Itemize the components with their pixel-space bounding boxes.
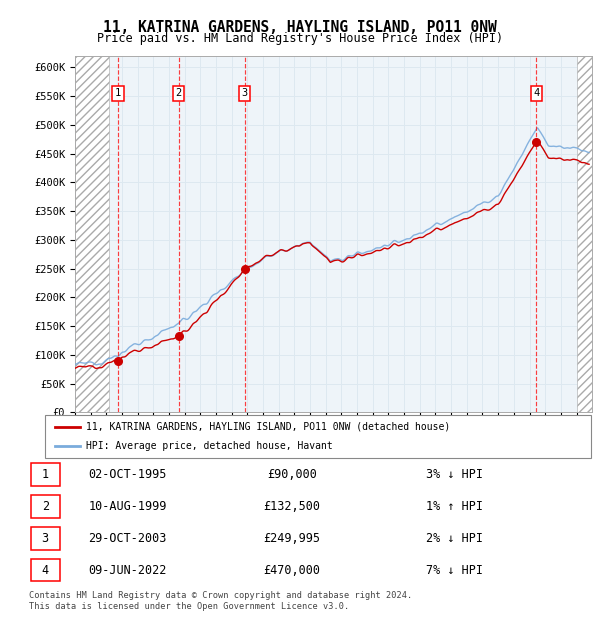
Text: HPI: Average price, detached house, Havant: HPI: Average price, detached house, Hava…: [86, 441, 332, 451]
Text: 3: 3: [242, 88, 248, 98]
Text: £90,000: £90,000: [267, 468, 317, 481]
Text: 4: 4: [533, 88, 539, 98]
Text: 02-OCT-1995: 02-OCT-1995: [88, 468, 167, 481]
FancyBboxPatch shape: [31, 527, 60, 550]
Text: Price paid vs. HM Land Registry's House Price Index (HPI): Price paid vs. HM Land Registry's House …: [97, 32, 503, 45]
Text: Contains HM Land Registry data © Crown copyright and database right 2024.
This d: Contains HM Land Registry data © Crown c…: [29, 591, 412, 611]
Text: 1: 1: [41, 468, 49, 481]
FancyBboxPatch shape: [31, 495, 60, 518]
Text: 29-OCT-2003: 29-OCT-2003: [88, 532, 167, 545]
Text: 2: 2: [41, 500, 49, 513]
Text: 1: 1: [115, 88, 121, 98]
Text: 11, KATRINA GARDENS, HAYLING ISLAND, PO11 0NW (detached house): 11, KATRINA GARDENS, HAYLING ISLAND, PO1…: [86, 422, 450, 432]
Text: 3% ↓ HPI: 3% ↓ HPI: [426, 468, 483, 481]
Text: 2% ↓ HPI: 2% ↓ HPI: [426, 532, 483, 545]
Text: 4: 4: [41, 564, 49, 577]
Text: £132,500: £132,500: [263, 500, 320, 513]
Text: 10-AUG-1999: 10-AUG-1999: [88, 500, 167, 513]
Text: 2: 2: [175, 88, 182, 98]
Text: 3: 3: [41, 532, 49, 545]
Text: 09-JUN-2022: 09-JUN-2022: [88, 564, 167, 577]
Text: 11, KATRINA GARDENS, HAYLING ISLAND, PO11 0NW: 11, KATRINA GARDENS, HAYLING ISLAND, PO1…: [103, 20, 497, 35]
Text: 1% ↑ HPI: 1% ↑ HPI: [426, 500, 483, 513]
FancyBboxPatch shape: [31, 559, 60, 582]
Text: £470,000: £470,000: [263, 564, 320, 577]
FancyBboxPatch shape: [31, 463, 60, 486]
Text: 7% ↓ HPI: 7% ↓ HPI: [426, 564, 483, 577]
Text: £249,995: £249,995: [263, 532, 320, 545]
